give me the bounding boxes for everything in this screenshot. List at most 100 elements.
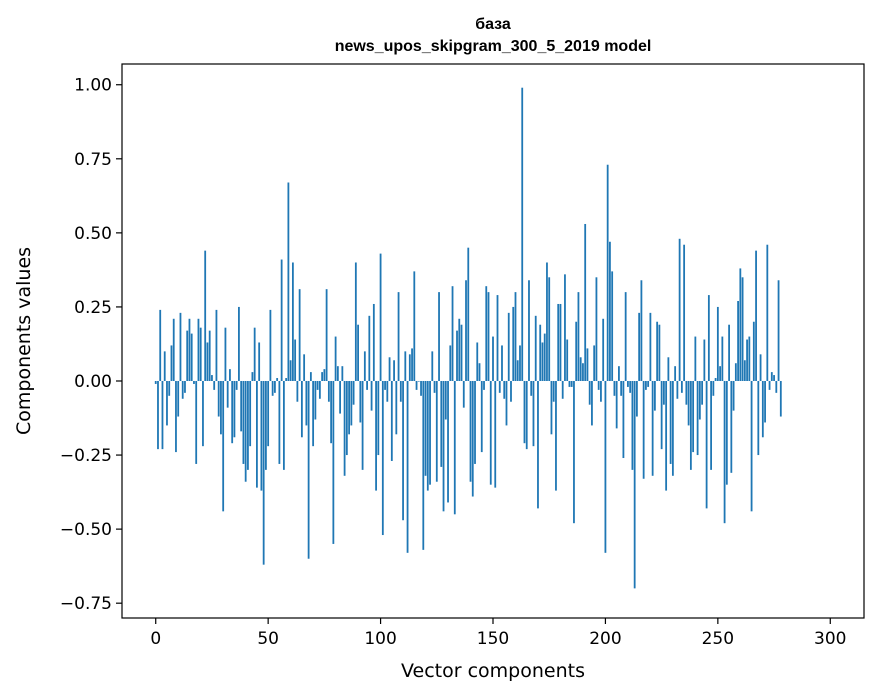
chart-title-line-2: news_upos_skipgram_300_5_2019 model	[335, 38, 652, 55]
bar	[258, 342, 261, 381]
x-tick-label: 200	[589, 629, 621, 649]
bar	[604, 380, 607, 553]
bar	[386, 380, 389, 402]
bar	[501, 345, 503, 381]
bar	[366, 380, 368, 390]
bar	[179, 312, 182, 381]
bar	[548, 277, 551, 381]
bar	[530, 380, 533, 396]
bar	[768, 380, 771, 390]
y-tick-label: 0.50	[74, 224, 112, 244]
bar	[420, 380, 422, 396]
bar	[633, 380, 636, 589]
bar	[613, 380, 616, 396]
bar	[503, 380, 506, 399]
bar	[359, 380, 362, 423]
bar	[539, 324, 542, 381]
bar	[685, 380, 688, 405]
bar	[411, 348, 413, 381]
bar	[193, 380, 195, 384]
bar	[334, 336, 337, 381]
bar	[278, 380, 281, 464]
bar	[573, 380, 575, 524]
y-tick-label: 0.00	[74, 372, 112, 392]
bar	[773, 375, 775, 381]
bar	[220, 380, 222, 435]
bar	[318, 380, 321, 399]
bar	[217, 380, 220, 417]
bar	[622, 380, 625, 459]
bar	[775, 380, 778, 393]
bar	[640, 280, 643, 381]
bar	[507, 312, 510, 381]
bar	[566, 339, 569, 381]
bar	[384, 380, 386, 390]
bar	[289, 360, 292, 381]
bar	[645, 380, 647, 390]
bar	[417, 380, 420, 382]
bar	[352, 380, 355, 405]
bar	[761, 380, 764, 438]
bar	[485, 286, 488, 381]
bar	[687, 380, 690, 426]
bar	[629, 380, 632, 393]
bar	[204, 250, 207, 381]
bar	[357, 324, 359, 381]
bar	[458, 318, 461, 381]
bar	[494, 380, 497, 488]
bar	[215, 309, 218, 381]
bar	[444, 380, 447, 420]
bar	[514, 292, 517, 381]
bar	[606, 164, 609, 381]
bar	[600, 380, 602, 402]
bar	[564, 274, 566, 381]
bar	[240, 380, 243, 432]
bar	[546, 262, 548, 381]
bar	[325, 289, 328, 381]
y-axis-ticks: 1.00 0.75 0.50 0.25 0.00 −0.25 −0.50 −0.75	[60, 76, 122, 614]
bar	[683, 244, 686, 381]
bar	[375, 380, 377, 491]
bar	[177, 380, 180, 417]
bar	[707, 295, 710, 381]
bar	[323, 369, 326, 381]
bar	[233, 380, 236, 438]
bar	[636, 380, 638, 417]
bar	[336, 366, 339, 381]
bar	[584, 223, 587, 381]
bar	[159, 309, 162, 381]
bar	[181, 380, 184, 399]
bar	[512, 306, 515, 381]
bar	[689, 380, 692, 470]
bar	[716, 306, 719, 381]
bar	[440, 380, 443, 467]
bars-group	[154, 87, 782, 589]
y-axis-label: Components values	[13, 247, 35, 435]
x-tick-label: 150	[477, 629, 509, 649]
bar	[377, 380, 380, 456]
bar	[595, 277, 598, 381]
bar	[186, 330, 189, 381]
bar	[710, 380, 712, 470]
x-tick-label: 250	[702, 629, 734, 649]
bar	[732, 380, 735, 411]
bar	[314, 380, 317, 420]
bar	[426, 380, 429, 491]
bar	[298, 289, 301, 381]
bar	[372, 303, 375, 381]
bar	[496, 295, 499, 381]
bar	[291, 262, 294, 381]
bar	[435, 380, 438, 482]
bar	[309, 372, 312, 381]
bar	[343, 380, 346, 476]
bar	[413, 271, 416, 381]
bar	[163, 351, 166, 381]
bar	[521, 87, 524, 381]
y-tick-label: 1.00	[74, 76, 112, 96]
bar	[541, 342, 544, 381]
bar	[222, 380, 225, 512]
bar	[433, 380, 436, 393]
bar	[363, 351, 366, 381]
bar	[354, 262, 357, 381]
bar	[276, 378, 279, 381]
